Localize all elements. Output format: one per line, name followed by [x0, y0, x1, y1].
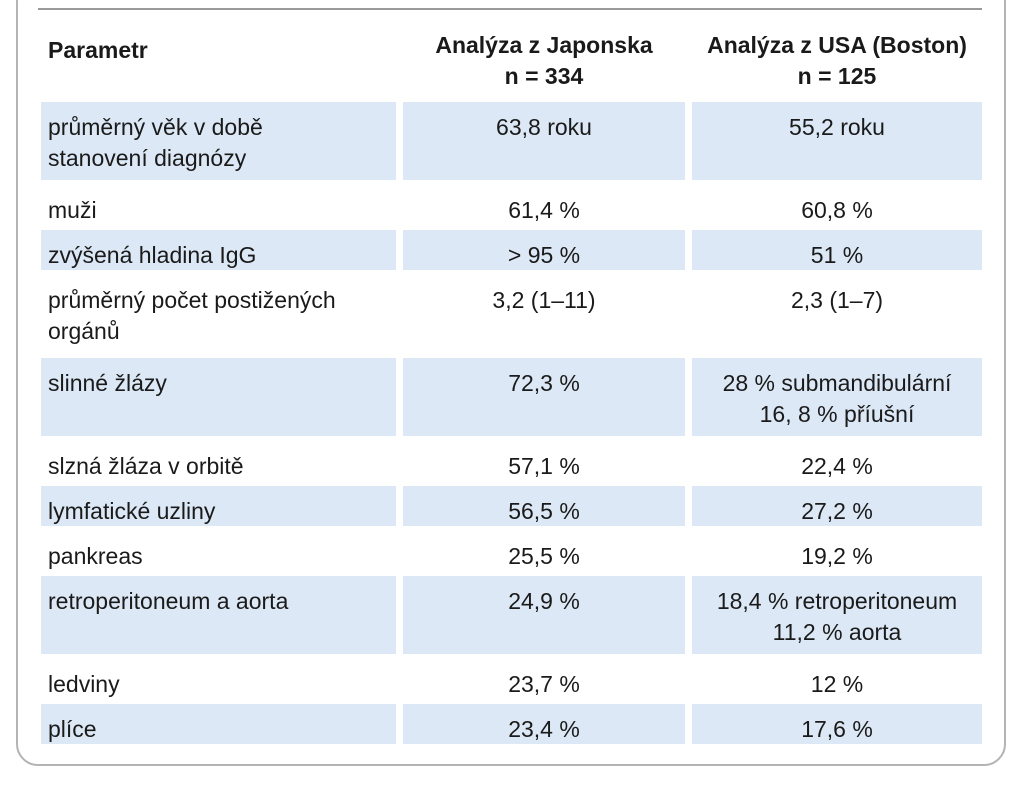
cell-japonsko-text: 3,2 (1–11)	[492, 287, 596, 313]
cell-usa-text: 12 %	[810, 671, 864, 697]
cell-parametr: průměrný věk v době stanovení diagnózy	[41, 102, 396, 180]
cell-japonsko: 3,2 (1–11)	[403, 275, 685, 353]
cell-japonsko: 63,8 roku	[403, 102, 685, 180]
cell-usa-text: 17,6 %	[801, 716, 873, 742]
cell-japonsko-text: 24,9 %	[508, 588, 580, 614]
cell-parametr-text: stanovení diagnózy	[48, 145, 247, 171]
header-japonsko-n: n = 334	[504, 63, 584, 89]
cell-usa: 2,3 (1–7)	[692, 275, 982, 353]
cell-usa: 22,4 %	[692, 441, 982, 481]
cell-usa-text: 2,3 (1–7)	[790, 287, 884, 313]
table-row: zvýšená hladina IgG > 95 % 51 %	[41, 230, 982, 270]
table-row: lymfatické uzliny 56,5 % 27,2 %	[41, 486, 982, 526]
cell-japonsko-text: 56,5 %	[508, 498, 580, 524]
cell-usa-text: 27,2 %	[801, 498, 873, 524]
cell-usa-text: 19,2 %	[801, 543, 873, 569]
cell-usa: 51 %	[692, 230, 982, 270]
table-row: pankreas 25,5 % 19,2 %	[41, 531, 982, 571]
cell-japonsko-text: 25,5 %	[508, 543, 580, 569]
table-row: slinné žlázy 72,3 % 28 % submandibulární 16…	[41, 358, 982, 436]
cell-parametr: lymfatické uzliny	[41, 486, 396, 526]
cell-parametr-text: pankreas	[48, 543, 143, 569]
cell-usa-text: 51 %	[810, 242, 864, 268]
cell-parametr-text: slinné žlázy	[48, 370, 167, 396]
cell-parametr-text: plíce	[48, 716, 97, 742]
cell-parametr: zvýšená hladina IgG	[41, 230, 396, 270]
cell-usa-text: 28 % submandibulární	[722, 370, 952, 396]
cell-japonsko: 25,5 %	[403, 531, 685, 571]
cell-parametr-text: orgánů	[48, 318, 120, 344]
cell-usa-text: 55,2 roku	[789, 114, 885, 140]
table-row: plíce 23,4 % 17,6 %	[41, 704, 982, 744]
cell-usa: 18,4 % retroperitoneum 11,2 % aorta	[692, 576, 982, 654]
header-usa-n: n = 125	[797, 63, 877, 89]
cell-parametr: pankreas	[41, 531, 396, 571]
table-row: průměrný počet postižených orgánů 3,2 (1–1…	[41, 275, 982, 353]
cell-parametr-text: slzná žláza v orbitě	[48, 453, 244, 479]
header-japonsko: Analýza z Japonska n = 334	[403, 30, 685, 92]
cell-japonsko-text: 61,4 %	[508, 197, 580, 223]
table-row: průměrný věk v době stanovení diagnózy 63,…	[41, 102, 982, 180]
cell-japonsko: 61,4 %	[403, 185, 685, 225]
cell-japonsko-text: 72,3 %	[508, 370, 580, 396]
cell-japonsko: 23,7 %	[403, 659, 685, 699]
header-parametr-label: Parametr	[48, 37, 148, 63]
cell-usa: 19,2 %	[692, 531, 982, 571]
cell-parametr: průměrný počet postižených orgánů	[41, 275, 396, 353]
cell-parametr: muži	[41, 185, 396, 225]
cell-parametr: ledviny	[41, 659, 396, 699]
table-header: Parametr Analýza z Japonska n = 334 Anal…	[41, 30, 982, 98]
cell-japonsko: 24,9 %	[403, 576, 685, 654]
cell-japonsko-text: 57,1 %	[508, 453, 580, 479]
top-rule	[38, 8, 982, 10]
cell-usa-text: 18,4 % retroperitoneum	[716, 588, 958, 614]
cell-japonsko-text: 63,8 roku	[496, 114, 592, 140]
cell-japonsko: 72,3 %	[403, 358, 685, 436]
cell-parametr-text: lymfatické uzliny	[48, 498, 216, 524]
cell-parametr-text: ledviny	[48, 671, 120, 697]
cell-usa: 12 %	[692, 659, 982, 699]
cell-usa: 55,2 roku	[692, 102, 982, 180]
table-row: slzná žláza v orbitě 57,1 % 22,4 %	[41, 441, 982, 481]
cell-japonsko: 23,4 %	[403, 704, 685, 744]
cell-usa: 28 % submandibulární 16, 8 % příušní	[692, 358, 982, 436]
cell-japonsko: 56,5 %	[403, 486, 685, 526]
cell-japonsko: 57,1 %	[403, 441, 685, 481]
table-row: retroperitoneum a aorta 24,9 % 18,4 % retr…	[41, 576, 982, 654]
header-japonsko-title: Analýza z Japonska	[435, 32, 653, 58]
header-usa-title: Analýza z USA (Boston)	[707, 32, 967, 58]
cell-parametr-text: muži	[48, 197, 97, 223]
cell-usa-text: 16, 8 % příušní	[759, 401, 915, 427]
cell-parametr-text: průměrný věk v době	[48, 114, 263, 140]
cell-usa-text: 11,2 % aorta	[772, 619, 902, 645]
header-usa: Analýza z USA (Boston) n = 125	[692, 30, 982, 92]
cell-parametr: plíce	[41, 704, 396, 744]
cell-japonsko: > 95 %	[403, 230, 685, 270]
cell-parametr-text: zvýšená hladina IgG	[48, 242, 257, 268]
cell-japonsko-text: > 95 %	[507, 242, 581, 268]
cell-parametr-text: retroperitoneum a aorta	[48, 588, 289, 614]
cell-parametr: slinné žlázy	[41, 358, 396, 436]
cell-usa: 60,8 %	[692, 185, 982, 225]
cell-parametr: slzná žláza v orbitě	[41, 441, 396, 481]
cell-usa-text: 60,8 %	[801, 197, 873, 223]
table-row: muži 61,4 % 60,8 %	[41, 185, 982, 225]
table-row: ledviny 23,7 % 12 %	[41, 659, 982, 699]
header-parametr: Parametr	[48, 35, 148, 66]
cell-usa: 27,2 %	[692, 486, 982, 526]
cell-usa-text: 22,4 %	[801, 453, 873, 479]
cell-japonsko-text: 23,4 %	[508, 716, 580, 742]
cell-japonsko-text: 23,7 %	[508, 671, 580, 697]
cell-usa: 17,6 %	[692, 704, 982, 744]
cell-parametr-text: průměrný počet postižených	[48, 287, 336, 313]
cell-parametr: retroperitoneum a aorta	[41, 576, 396, 654]
